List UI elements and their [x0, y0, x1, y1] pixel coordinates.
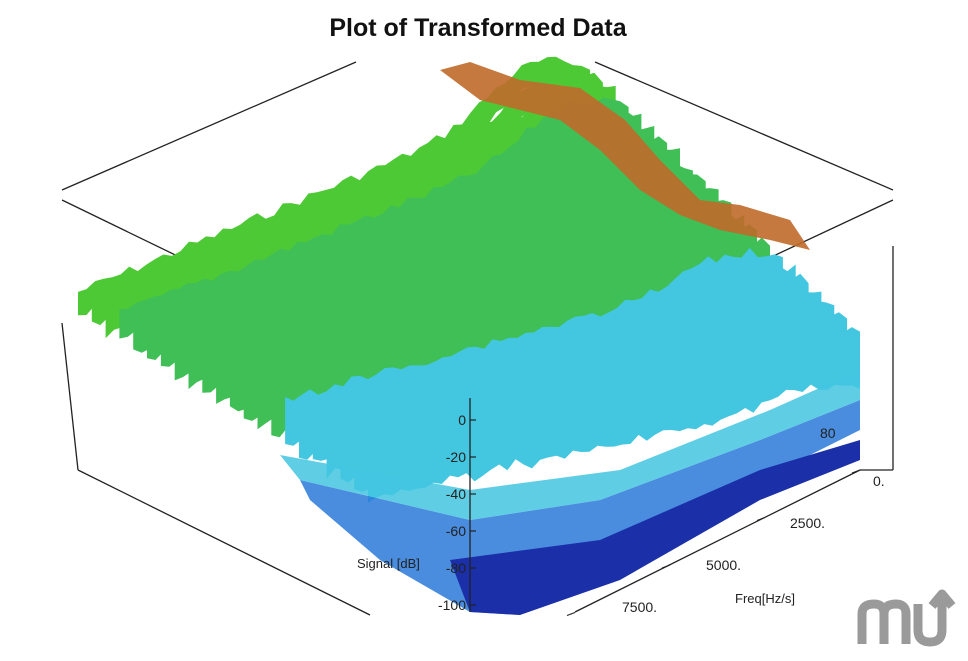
surface-low-region: [300, 400, 860, 615]
x-axis-ticks: 0. 2500. 5000. 7500.: [566, 469, 885, 617]
surface-mid-region: [280, 370, 860, 520]
surface-mesh: [78, 56, 860, 615]
y-tick-label: 80: [820, 425, 836, 441]
x-axis-label: Freq[Hz/s]: [735, 591, 795, 606]
x-tick-mark: [661, 564, 671, 569]
x-tick-label: 0.: [873, 473, 885, 489]
mu-logo: [857, 589, 956, 647]
chart-title: Plot of Transformed Data: [329, 14, 627, 42]
z-tick-label: 0: [458, 412, 466, 428]
z-tick-label: -40: [446, 486, 466, 502]
z-axis-label: Signal [dB]: [357, 556, 420, 571]
x-tick-label: 2500.: [790, 515, 825, 531]
z-tick-label: -100: [438, 597, 466, 613]
x-tick-mark: [851, 469, 861, 474]
x-tick-label: 5000.: [706, 557, 741, 573]
z-tick-label: -80: [446, 560, 466, 576]
surface-min-region: [450, 440, 860, 615]
z-tick-label: -20: [446, 449, 466, 465]
x-tick-label: 7500.: [622, 599, 657, 615]
box-front-lines: [77, 398, 893, 616]
surface-peak: [440, 62, 810, 250]
surface-band: [368, 326, 860, 503]
x-tick-mark: [756, 516, 766, 522]
x-tick-mark: [566, 611, 576, 617]
z-tick-label: -60: [446, 523, 466, 539]
z-axis-ticks: 0 -20 -40 -60 -80 -100: [438, 412, 476, 613]
